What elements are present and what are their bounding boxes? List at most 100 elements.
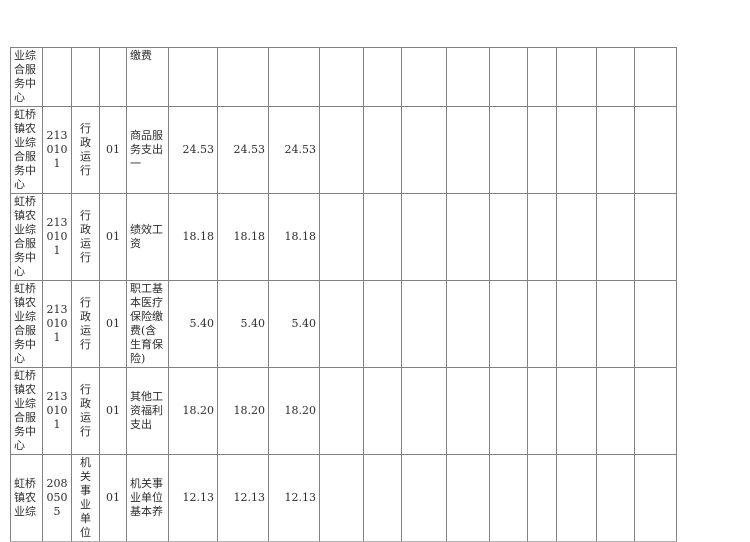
cell-blank-col-7 — [556, 280, 597, 368]
table-row: 虹桥镇农业综合服务中心 2130101 行政运行 01 商品服务支出一 24.53 24.5… — [10, 106, 677, 194]
cell-blank-col-7 — [556, 106, 597, 194]
cell-blank-col-4 — [446, 193, 490, 281]
cell-blank-col-1 — [319, 280, 364, 368]
cell-blank-col-2 — [363, 454, 402, 542]
cell-unit-name: 虹桥镇农业综合服务中心 — [10, 193, 43, 281]
cell-amount-col-1 — [168, 47, 218, 107]
cell-blank-col-1 — [319, 454, 364, 542]
document-page: { "document": { "background_color": "#ff… — [10, 47, 677, 542]
cell-expense-item: 缴费 — [126, 47, 169, 107]
cell-blank-col-3 — [401, 280, 447, 368]
cell-blank-col-9 — [634, 47, 677, 107]
cell-blank-col-3 — [401, 47, 447, 107]
cell-unit-code: 01 — [99, 280, 127, 368]
cell-function-code: 2130101 — [42, 193, 72, 281]
cell-blank-col-6 — [527, 367, 557, 455]
cell-blank-col-6 — [527, 106, 557, 194]
cell-blank-col-6 — [527, 193, 557, 281]
cell-expense-item: 商品服务支出一 — [126, 106, 169, 194]
cell-blank-col-5 — [489, 280, 528, 368]
cell-blank-col-8 — [596, 193, 635, 281]
cell-blank-col-8 — [596, 454, 635, 542]
cell-blank-col-3 — [401, 193, 447, 281]
cell-blank-col-8 — [596, 367, 635, 455]
cell-blank-col-6 — [527, 47, 557, 107]
cell-function-code: 2130101 — [42, 280, 72, 368]
cell-unit-code — [99, 47, 127, 107]
cell-function-code: 2080505 — [42, 454, 72, 542]
cell-blank-col-9 — [634, 193, 677, 281]
cell-amount-col-2: 18.18 — [217, 193, 269, 281]
cell-amount-col-1: 5.40 — [168, 280, 218, 368]
cell-blank-col-8 — [596, 280, 635, 368]
cell-blank-col-1 — [319, 47, 364, 107]
cell-function-name — [71, 47, 100, 107]
cell-unit-name: 虹桥镇农业综合服务中心 — [10, 106, 43, 194]
cell-amount-col-1: 12.13 — [168, 454, 218, 542]
cell-blank-col-2 — [363, 47, 402, 107]
cell-amount-col-3 — [268, 47, 320, 107]
cell-amount-col-3: 24.53 — [268, 106, 320, 194]
cell-blank-col-7 — [556, 454, 597, 542]
cell-unit-name: 虹桥镇农业综 — [10, 454, 43, 542]
cell-blank-col-7 — [556, 193, 597, 281]
cell-blank-col-9 — [634, 106, 677, 194]
table-body: 业综合服务中心 缴费 虹桥镇农业综合服务中心 2130101 行政运行 01 商品服务支出一… — [10, 47, 677, 542]
cell-blank-col-1 — [319, 367, 364, 455]
cell-unit-name: 业综合服务中心 — [10, 47, 43, 107]
cell-blank-col-7 — [556, 47, 597, 107]
cell-blank-col-9 — [634, 454, 677, 542]
cell-unit-code: 01 — [99, 367, 127, 455]
cell-blank-col-8 — [596, 106, 635, 194]
cell-amount-col-3: 18.18 — [268, 193, 320, 281]
table-row: 虹桥镇农业综合服务中心 2130101 行政运行 01 绩效工资 18.18 18.18 18… — [10, 193, 677, 281]
cell-blank-col-4 — [446, 454, 490, 542]
cell-blank-col-5 — [489, 106, 528, 194]
cell-blank-col-6 — [527, 454, 557, 542]
table-row: 虹桥镇农业综 2080505 机关事业单位 01 机关事业单位基本养 12.13 12.13… — [10, 454, 677, 542]
cell-amount-col-3: 12.13 — [268, 454, 320, 542]
table-container: 业综合服务中心 缴费 虹桥镇农业综合服务中心 2130101 行政运行 01 商品服务支出一… — [10, 47, 677, 542]
cell-amount-col-3: 18.20 — [268, 367, 320, 455]
cell-unit-name: 虹桥镇农业综合服务中心 — [10, 280, 43, 368]
cell-function-name: 机关事业单位 — [71, 454, 100, 542]
cell-blank-col-5 — [489, 47, 528, 107]
cell-blank-col-2 — [363, 367, 402, 455]
cell-amount-col-1: 24.53 — [168, 106, 218, 194]
cell-blank-col-6 — [527, 280, 557, 368]
budget-table: 业综合服务中心 缴费 虹桥镇农业综合服务中心 2130101 行政运行 01 商品服务支出一… — [10, 47, 677, 542]
cell-amount-col-2 — [217, 47, 269, 107]
cell-blank-col-9 — [634, 367, 677, 455]
cell-blank-col-5 — [489, 367, 528, 455]
cell-amount-col-1: 18.20 — [168, 367, 218, 455]
table-row: 业综合服务中心 缴费 — [10, 47, 677, 107]
cell-blank-col-2 — [363, 193, 402, 281]
cell-blank-col-3 — [401, 367, 447, 455]
table-row: 虹桥镇农业综合服务中心 2130101 行政运行 01 其他工资福利支出 18.20 18.… — [10, 367, 677, 455]
cell-amount-col-2: 24.53 — [217, 106, 269, 194]
table-row: 虹桥镇农业综合服务中心 2130101 行政运行 01 职工基本医疗保险缴费(含生育保险… — [10, 280, 677, 368]
cell-expense-item: 绩效工资 — [126, 193, 169, 281]
cell-function-code: 2130101 — [42, 367, 72, 455]
cell-blank-col-7 — [556, 367, 597, 455]
cell-blank-col-4 — [446, 47, 490, 107]
cell-function-name: 行政运行 — [71, 280, 100, 368]
cell-blank-col-8 — [596, 47, 635, 107]
cell-expense-item: 职工基本医疗保险缴费(含生育保险) — [126, 280, 169, 368]
cell-blank-col-4 — [446, 280, 490, 368]
cell-unit-code: 01 — [99, 193, 127, 281]
cell-blank-col-9 — [634, 280, 677, 368]
cell-blank-col-5 — [489, 454, 528, 542]
cell-blank-col-3 — [401, 454, 447, 542]
cell-function-name: 行政运行 — [71, 193, 100, 281]
cell-amount-col-3: 5.40 — [268, 280, 320, 368]
cell-blank-col-2 — [363, 280, 402, 368]
cell-unit-code: 01 — [99, 454, 127, 542]
cell-amount-col-2: 12.13 — [217, 454, 269, 542]
cell-unit-code: 01 — [99, 106, 127, 194]
cell-blank-col-1 — [319, 193, 364, 281]
cell-blank-col-1 — [319, 106, 364, 194]
cell-function-code — [42, 47, 72, 107]
cell-expense-item: 其他工资福利支出 — [126, 367, 169, 455]
cell-function-code: 2130101 — [42, 106, 72, 194]
